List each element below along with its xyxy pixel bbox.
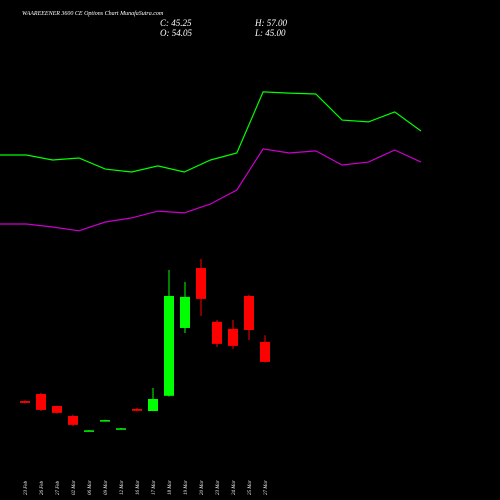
candle-body <box>100 420 110 422</box>
candle-body <box>84 430 94 432</box>
indicator-line <box>0 148 422 232</box>
candle-body <box>244 295 254 331</box>
x-tick-label: 23 Feb <box>24 480 29 495</box>
open-label: O: 54.05 <box>160 28 192 38</box>
candle-body <box>196 268 206 299</box>
high-label: H: 57.00 <box>254 18 287 28</box>
candle-body <box>260 341 270 362</box>
candle-body <box>228 328 238 346</box>
candle-body <box>68 416 78 425</box>
x-tick-label: 27 Mar <box>264 480 269 495</box>
candle-body <box>164 295 174 396</box>
candle-body <box>132 408 142 411</box>
chart-title: WAAREEENER 3600 CE Options Chart MunafaS… <box>22 10 164 17</box>
x-tick-label: 16 Mar <box>136 480 141 495</box>
indicator-line <box>0 91 422 173</box>
x-tick-label: 09 Mar <box>104 480 109 495</box>
low-label: L: 45.00 <box>254 28 286 38</box>
candle-body <box>180 296 190 328</box>
candle-body <box>36 394 46 410</box>
x-tick-label: 27 Feb <box>56 480 61 495</box>
x-tick-label: 26 Feb <box>40 480 45 495</box>
candle-body <box>116 428 126 430</box>
candle-body <box>212 321 222 344</box>
x-tick-label: 24 Mar <box>232 480 237 495</box>
x-tick-label: 06 Mar <box>88 480 93 495</box>
candle-body <box>52 406 62 413</box>
x-tick-label: 18 Mar <box>168 480 173 495</box>
x-tick-label: 02 Mar <box>72 480 77 495</box>
x-tick-label: 19 Mar <box>184 480 189 495</box>
candle-body <box>148 399 158 412</box>
x-tick-label: 17 Mar <box>152 480 157 495</box>
x-tick-label: 23 Mar <box>216 480 221 495</box>
x-tick-label: 12 Mar <box>120 480 125 495</box>
candle-body <box>20 401 30 403</box>
x-tick-label: 20 Mar <box>200 480 205 495</box>
close-label: C: 45.25 <box>160 18 192 28</box>
x-tick-label: 25 Mar <box>248 480 253 495</box>
